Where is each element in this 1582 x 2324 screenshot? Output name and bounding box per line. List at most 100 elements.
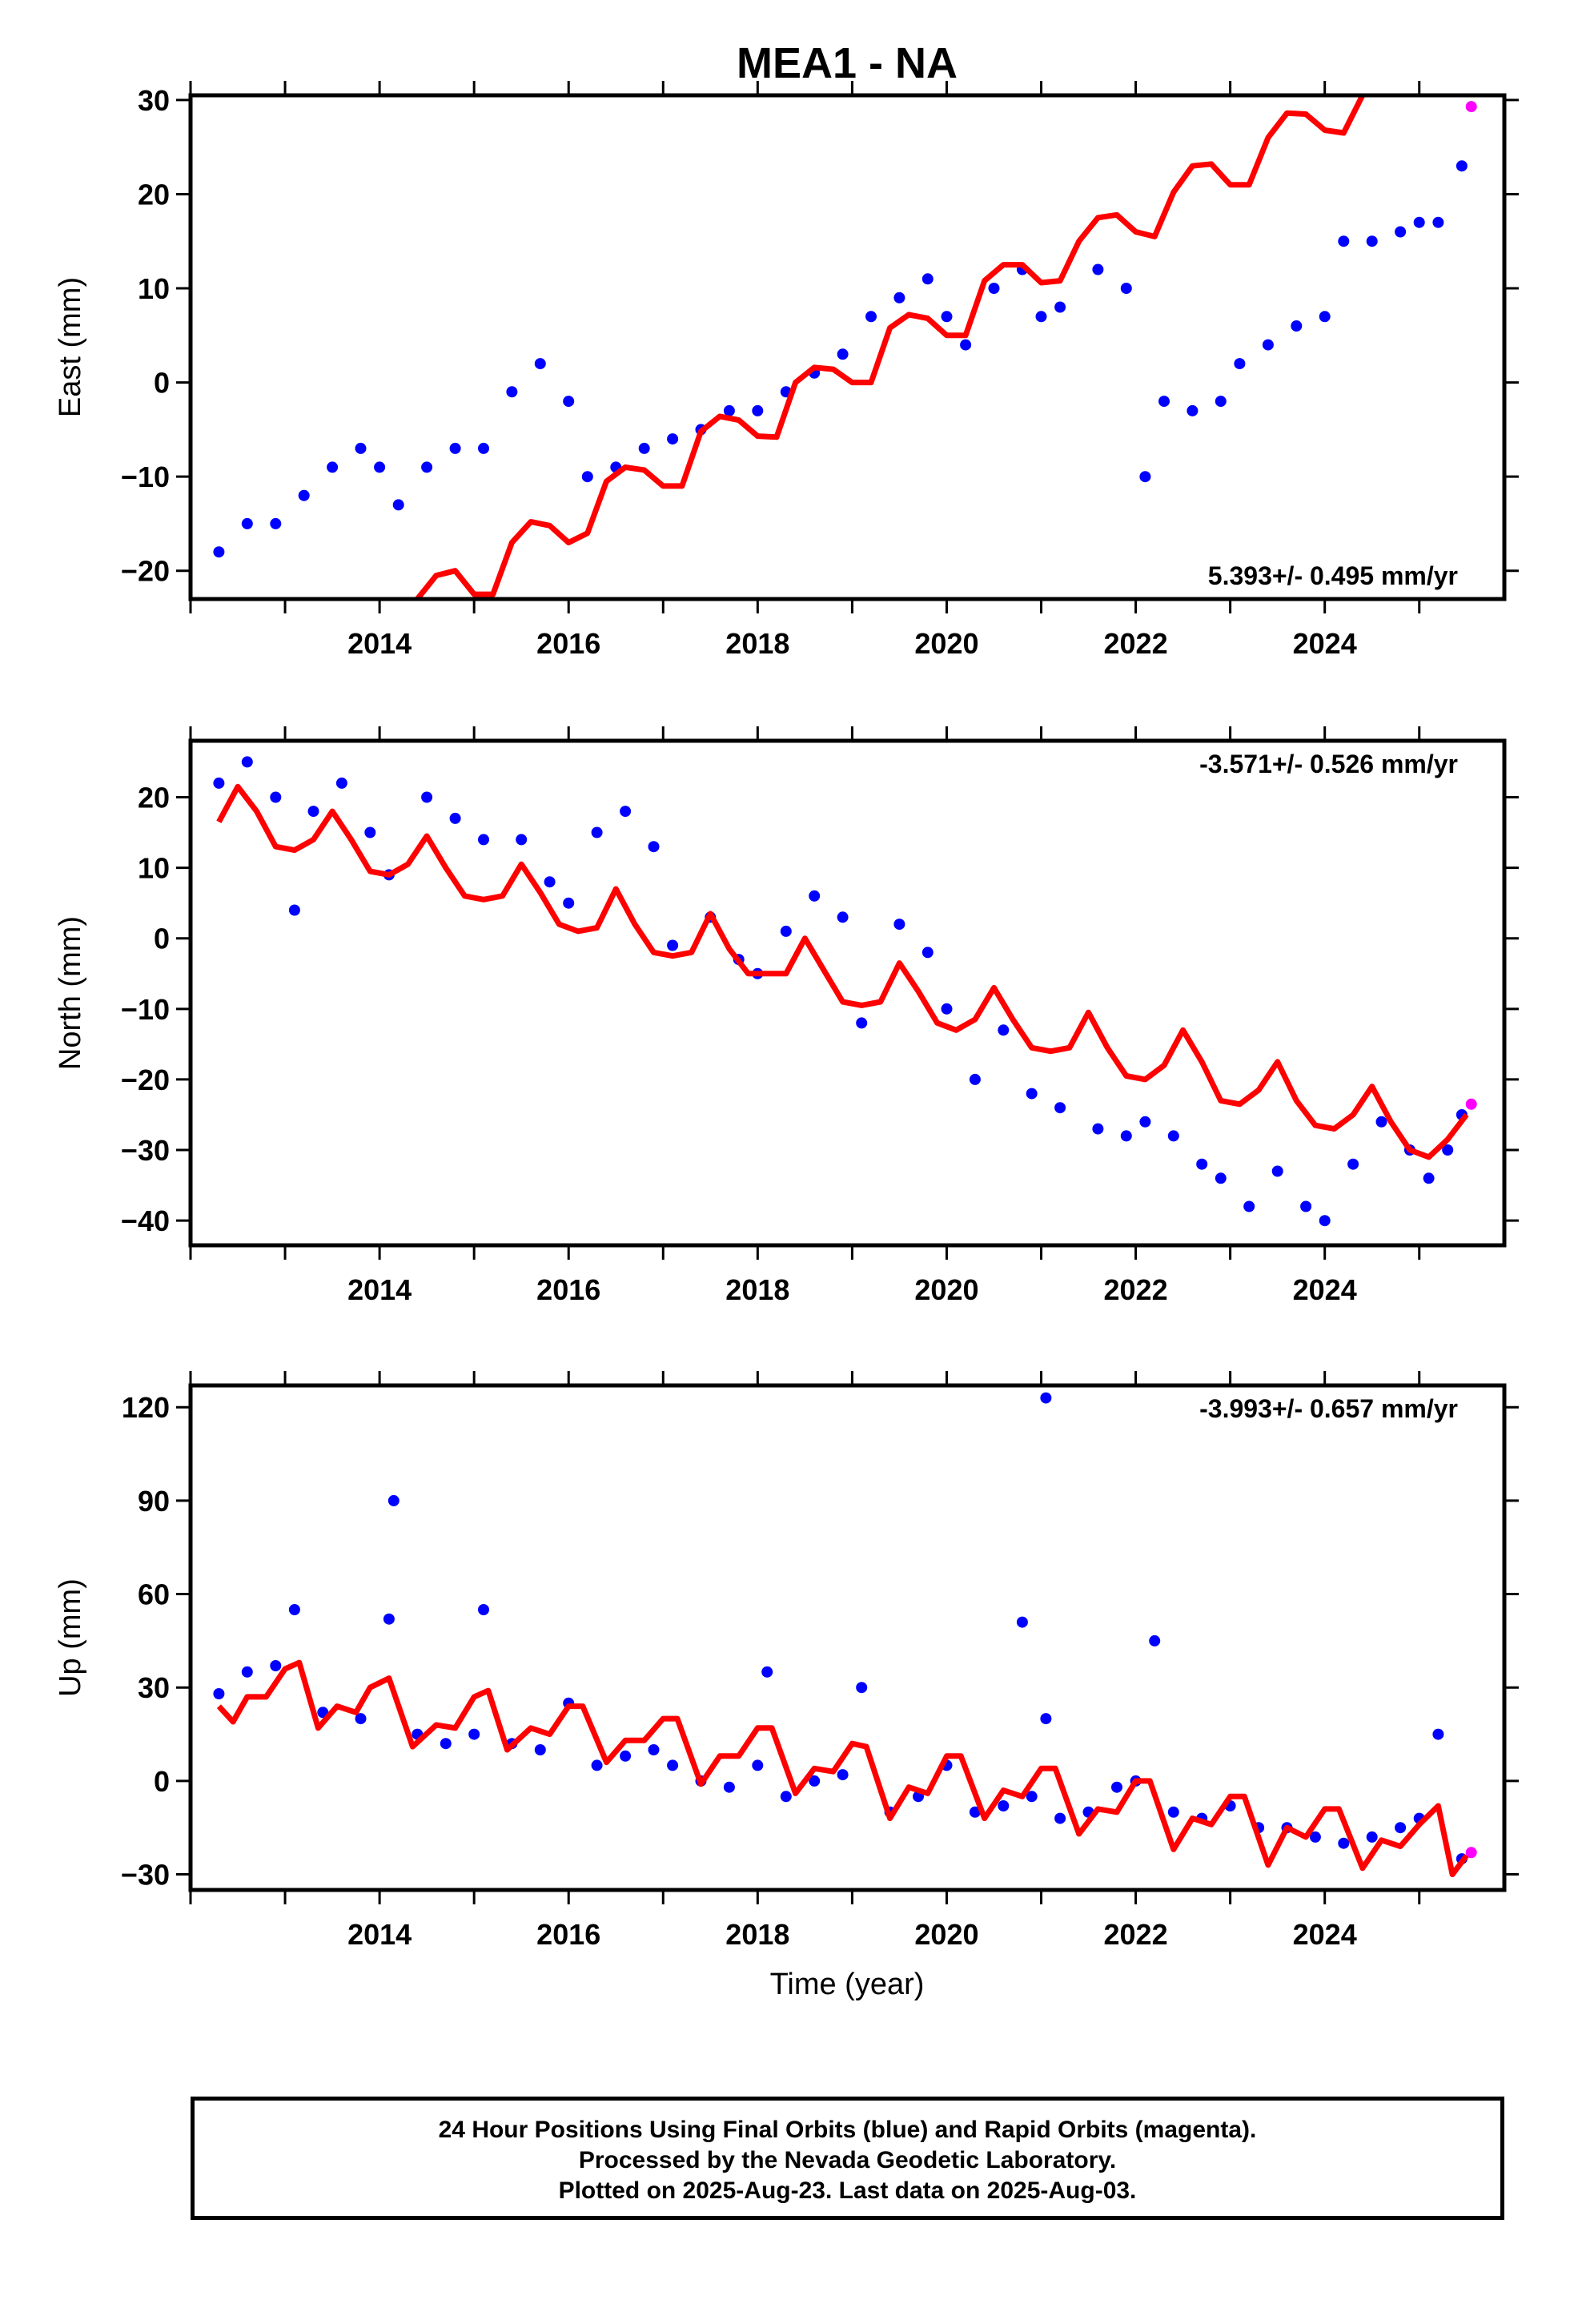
final-orbit-point	[241, 517, 253, 529]
y-tick-label: −20	[121, 555, 170, 588]
final-orbit-point	[1215, 1172, 1227, 1184]
final-orbit-point	[809, 1775, 821, 1787]
final-orbit-point	[865, 311, 877, 323]
final-orbit-point	[1167, 1130, 1179, 1142]
rapid-orbit-point	[1465, 1098, 1477, 1110]
final-orbit-point	[638, 442, 650, 454]
x-tick-label: 2020	[914, 1273, 978, 1306]
final-orbit-point	[1092, 263, 1104, 275]
final-orbit-point	[809, 890, 821, 902]
x-tick-label: 2014	[347, 627, 412, 660]
final-orbit-point	[1139, 471, 1151, 483]
final-orbit-point	[1319, 1215, 1331, 1227]
final-orbit-point	[780, 1791, 792, 1803]
footer-box: 24 Hour Positions Using Final Orbits (bl…	[191, 2097, 1504, 2220]
final-orbit-point	[837, 1769, 849, 1781]
final-orbit-point	[544, 876, 556, 888]
x-tick-label: 2024	[1293, 1273, 1357, 1306]
rapid-orbit-point	[1465, 1847, 1477, 1859]
final-orbit-point	[364, 826, 376, 838]
y-tick-label: 0	[154, 923, 170, 955]
final-orbit-point	[478, 1604, 489, 1615]
final-orbit-point	[1338, 1837, 1350, 1849]
rapid-orbit-point	[1465, 101, 1477, 113]
final-orbit-point	[998, 1800, 1010, 1811]
final-orbit-point	[383, 1613, 395, 1625]
y-tick-label: 30	[138, 1671, 170, 1704]
final-orbit-point	[1026, 1791, 1038, 1803]
final-orbit-point	[1319, 311, 1331, 323]
final-orbit-point	[1111, 1781, 1122, 1793]
final-orbit-point	[856, 1017, 868, 1029]
final-orbit-point	[241, 756, 253, 768]
final-orbit-point	[667, 939, 679, 951]
final-orbit-point	[921, 273, 934, 285]
final-orbit-point	[1054, 1812, 1066, 1824]
final-orbit-point	[440, 1738, 452, 1750]
final-orbit-point	[1309, 1831, 1321, 1843]
final-orbit-point	[563, 897, 575, 909]
east-panel: −20 −10 0 10 20 30 2014 2016 2018 2020 2022 2024 Eas…	[54, 81, 1519, 660]
final-orbit-point	[620, 1750, 632, 1762]
final-orbit-point	[1271, 1165, 1283, 1177]
final-orbit-point	[1054, 1102, 1066, 1114]
y-tick-label: 0	[154, 367, 170, 400]
y-tick-label: −30	[121, 1134, 170, 1167]
final-orbit-point	[893, 292, 905, 304]
final-orbit-point	[1432, 1728, 1444, 1740]
final-orbit-point	[516, 834, 528, 846]
y-tick-label: 20	[138, 178, 170, 211]
final-orbit-point	[1040, 1392, 1052, 1404]
final-orbit-point	[270, 517, 282, 529]
final-orbit-point	[1413, 216, 1425, 228]
model-fit-line	[415, 95, 1366, 599]
final-orbit-point	[1139, 1116, 1151, 1128]
x-tick-label: 2018	[725, 627, 789, 660]
final-orbit-point	[960, 339, 972, 351]
final-orbit-point	[1366, 235, 1378, 247]
final-orbit-point	[374, 461, 386, 473]
final-orbit-point	[355, 442, 367, 454]
x-tick-label: 2018	[725, 1918, 789, 1951]
final-orbit-point	[667, 1759, 679, 1771]
final-orbit-point	[1338, 235, 1350, 247]
plot-frame	[188, 738, 1507, 1248]
final-orbit-point	[355, 1713, 367, 1725]
final-orbit-point	[969, 1806, 981, 1818]
y-axis-label: East (mm)	[54, 277, 87, 417]
final-orbit-point	[1375, 1116, 1387, 1128]
x-tick-label: 2022	[1104, 627, 1168, 660]
final-orbit-point	[270, 1660, 282, 1671]
final-orbit-point	[288, 1604, 300, 1615]
final-orbit-point	[648, 1744, 660, 1755]
final-orbit-point	[1395, 226, 1407, 238]
y-tick-label: −10	[121, 993, 170, 1026]
footer-line-2: Processed by the Nevada Geodetic Laborat…	[578, 2147, 1117, 2173]
footer-line-3: Plotted on 2025-Aug-23. Last data on 202…	[558, 2177, 1137, 2204]
x-tick-label: 2024	[1293, 1918, 1357, 1951]
final-orbit-point	[1186, 404, 1199, 416]
y-tick-label: 10	[138, 852, 170, 885]
final-orbit-point	[761, 1666, 773, 1678]
final-orbit-point	[478, 834, 489, 846]
y-tick-label: 30	[138, 84, 170, 117]
final-orbit-point	[327, 461, 339, 473]
y-tick-label: 120	[122, 1391, 170, 1424]
final-orbit-point	[1016, 1616, 1028, 1628]
final-orbit-point	[1432, 216, 1444, 228]
final-orbit-point	[288, 904, 300, 916]
y-tick-label: 20	[138, 781, 170, 814]
x-tick-label: 2020	[914, 627, 978, 660]
y-axis-label: North (mm)	[54, 916, 87, 1070]
final-orbit-point	[213, 546, 225, 558]
final-orbit-point	[667, 433, 679, 445]
final-orbit-point	[1347, 1158, 1359, 1170]
final-orbit-point	[534, 1744, 546, 1755]
final-orbit-point	[988, 283, 1000, 294]
final-orbit-point	[1167, 1806, 1179, 1818]
final-orbit-point	[780, 925, 792, 937]
y-tick-label: −10	[121, 460, 170, 493]
final-orbit-point	[723, 1781, 735, 1793]
final-orbit-point	[1442, 1144, 1454, 1156]
x-tick-label: 2022	[1104, 1918, 1168, 1951]
